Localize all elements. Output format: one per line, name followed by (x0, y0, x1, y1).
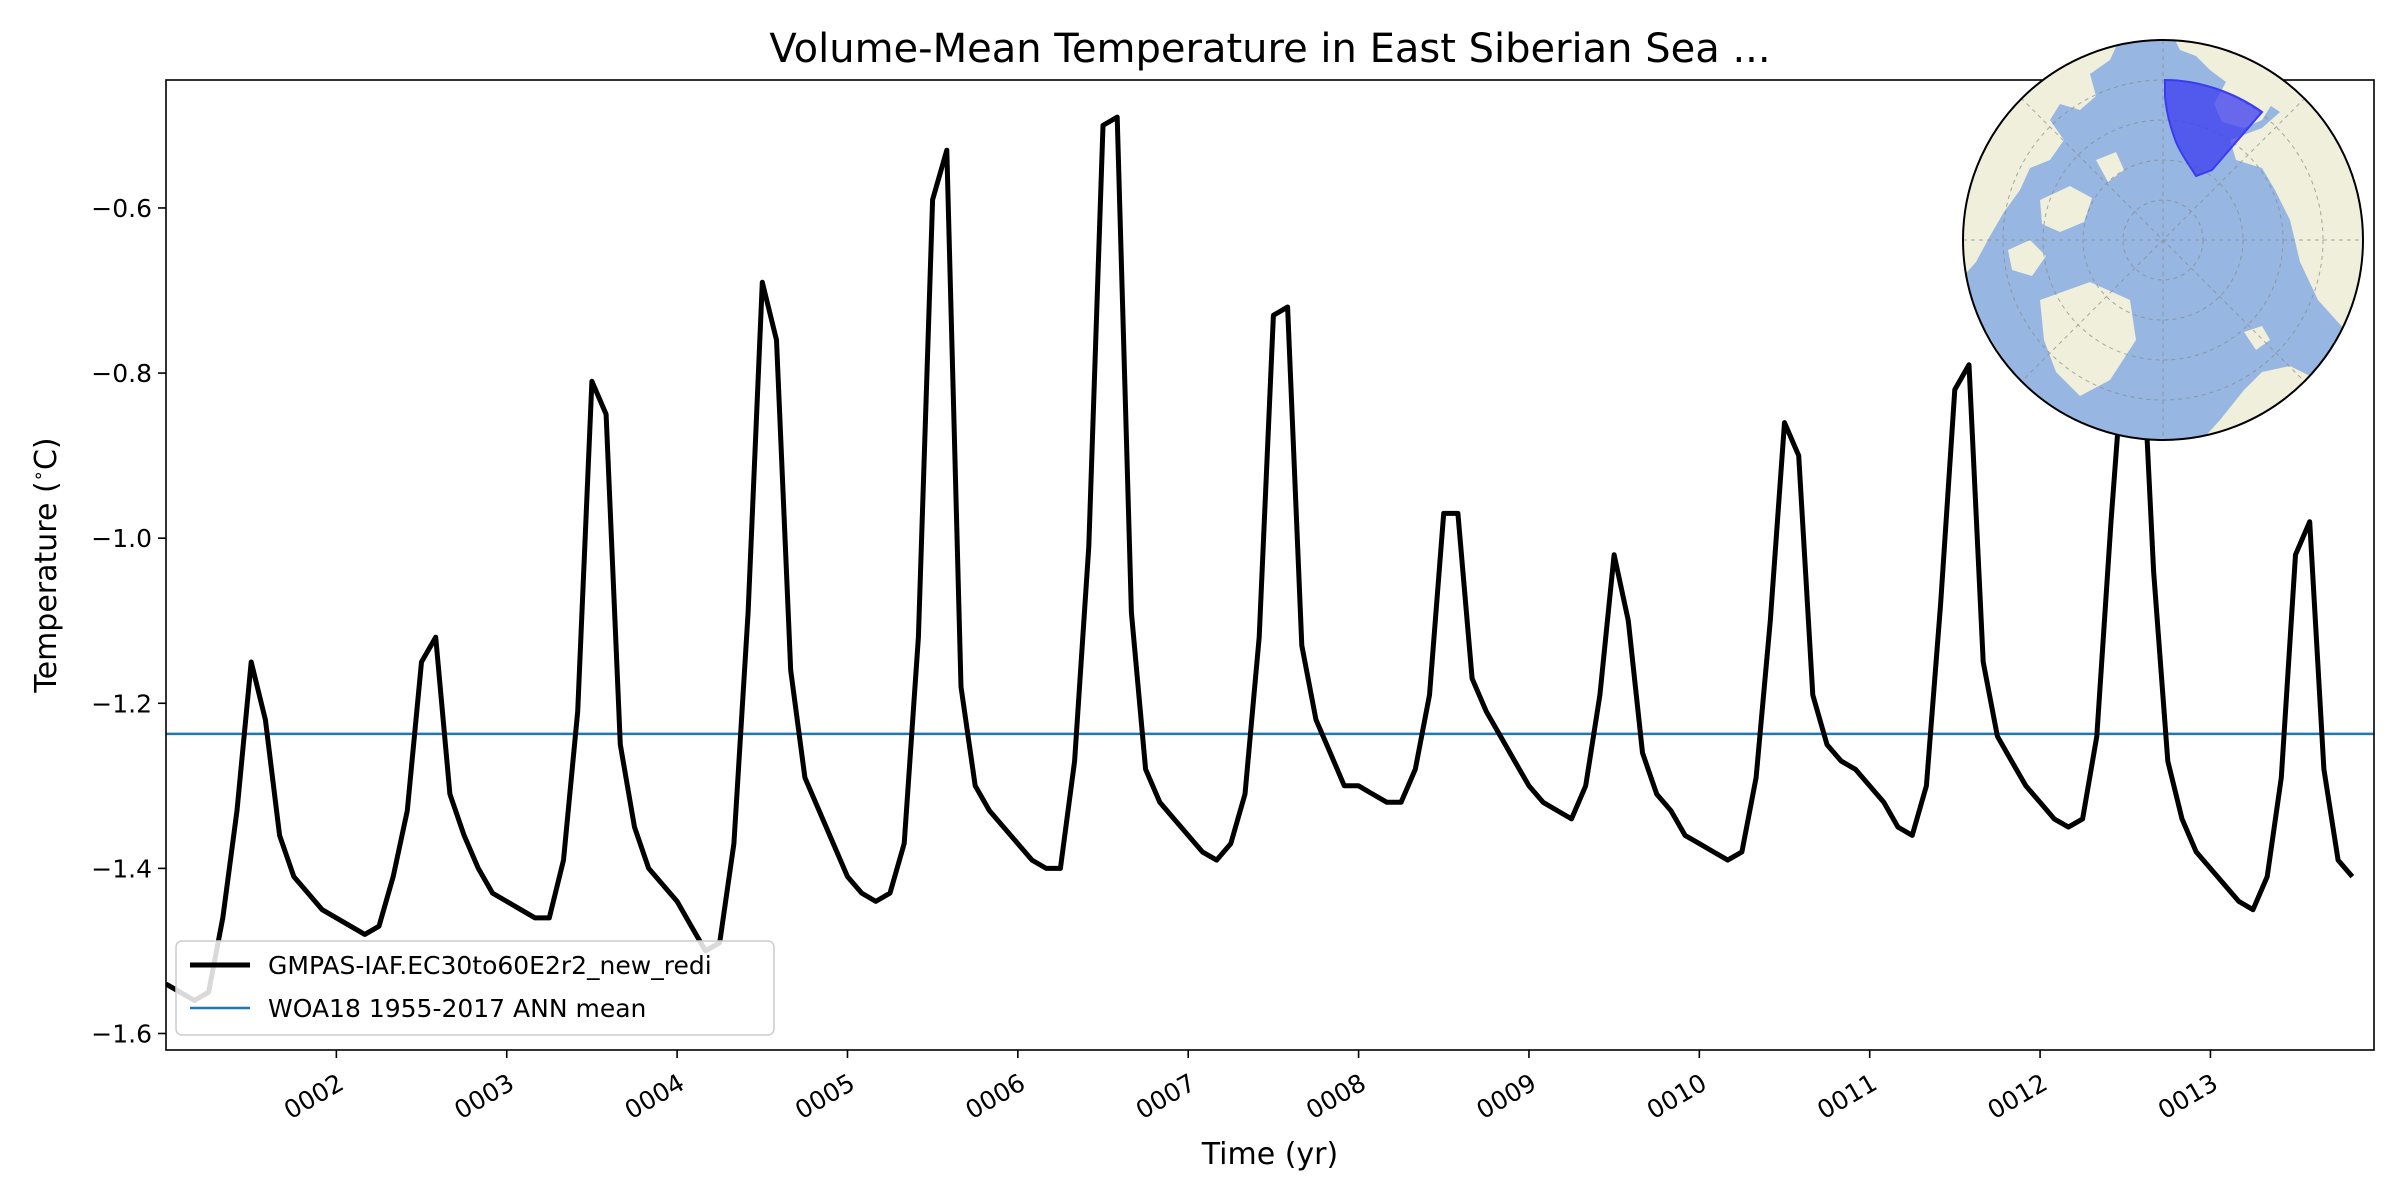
legend-label-obs: WOA18 1955-2017 ANN mean (268, 994, 646, 1023)
x-tick-label: 0013 (2153, 1068, 2223, 1125)
x-tick-label: 0006 (960, 1068, 1030, 1125)
y-tick-label: −1.0 (91, 524, 152, 553)
x-tick-label: 0008 (1301, 1068, 1371, 1125)
map-border (1962, 39, 2364, 441)
y-axis: −1.6 −1.4 −1.2 −1.0 −0.8 −0.6 (91, 194, 166, 1048)
y-tick-label: −0.8 (91, 359, 152, 388)
degree-symbol: ∘ (28, 470, 49, 481)
legend-box (175, 940, 775, 1036)
x-axis-label: Time (yr) (1201, 1137, 1338, 1172)
series-line (166, 114, 2355, 1003)
x-tick-label: 0012 (1983, 1068, 2053, 1125)
y-tick-label: −1.6 (91, 1019, 152, 1048)
x-tick-label: 0002 (279, 1068, 349, 1125)
y-axis-label-unit: C) (29, 437, 64, 470)
y-tick-label: −1.2 (91, 689, 152, 718)
x-axis: 0002 0003 0004 0005 0006 0007 0008 0009 0010 0011… (279, 1050, 2223, 1125)
x-tick-label: 0004 (620, 1068, 690, 1125)
y-tick-label: −1.4 (91, 854, 152, 883)
chart-title: Volume-Mean Temperature in East Siberian… (769, 26, 1770, 72)
map-graticule (1963, 40, 2363, 440)
map-land-svalbard (2244, 326, 2270, 350)
legend-label-model: GMPAS-IAF.EC30to60E2r2_new_redi (268, 951, 712, 980)
y-tick-label: −0.6 (91, 194, 152, 223)
map-land-eurasia (2170, 40, 2363, 380)
x-tick-label: 0007 (1131, 1068, 1201, 1125)
x-tick-label: 0011 (1812, 1068, 1882, 1125)
legend: GMPAS-IAF.EC30to60E2r2_new_redi WOA18 19… (175, 940, 775, 1036)
y-axis-label-main: Temperature ( (29, 481, 64, 693)
x-tick-label: 0010 (1642, 1068, 1712, 1125)
x-tick-label: 0003 (449, 1068, 519, 1125)
map-land-greenland (2040, 282, 2136, 396)
y-axis-label: Temperature (∘C) (28, 437, 64, 693)
x-tick-label: 0009 (1472, 1068, 1542, 1125)
map-region-east-siberian-sea (2164, 78, 2264, 178)
x-tick-label: 0005 (790, 1068, 860, 1125)
plot-frame (165, 79, 2375, 1051)
map-land-arctic-islands (2008, 152, 2124, 276)
